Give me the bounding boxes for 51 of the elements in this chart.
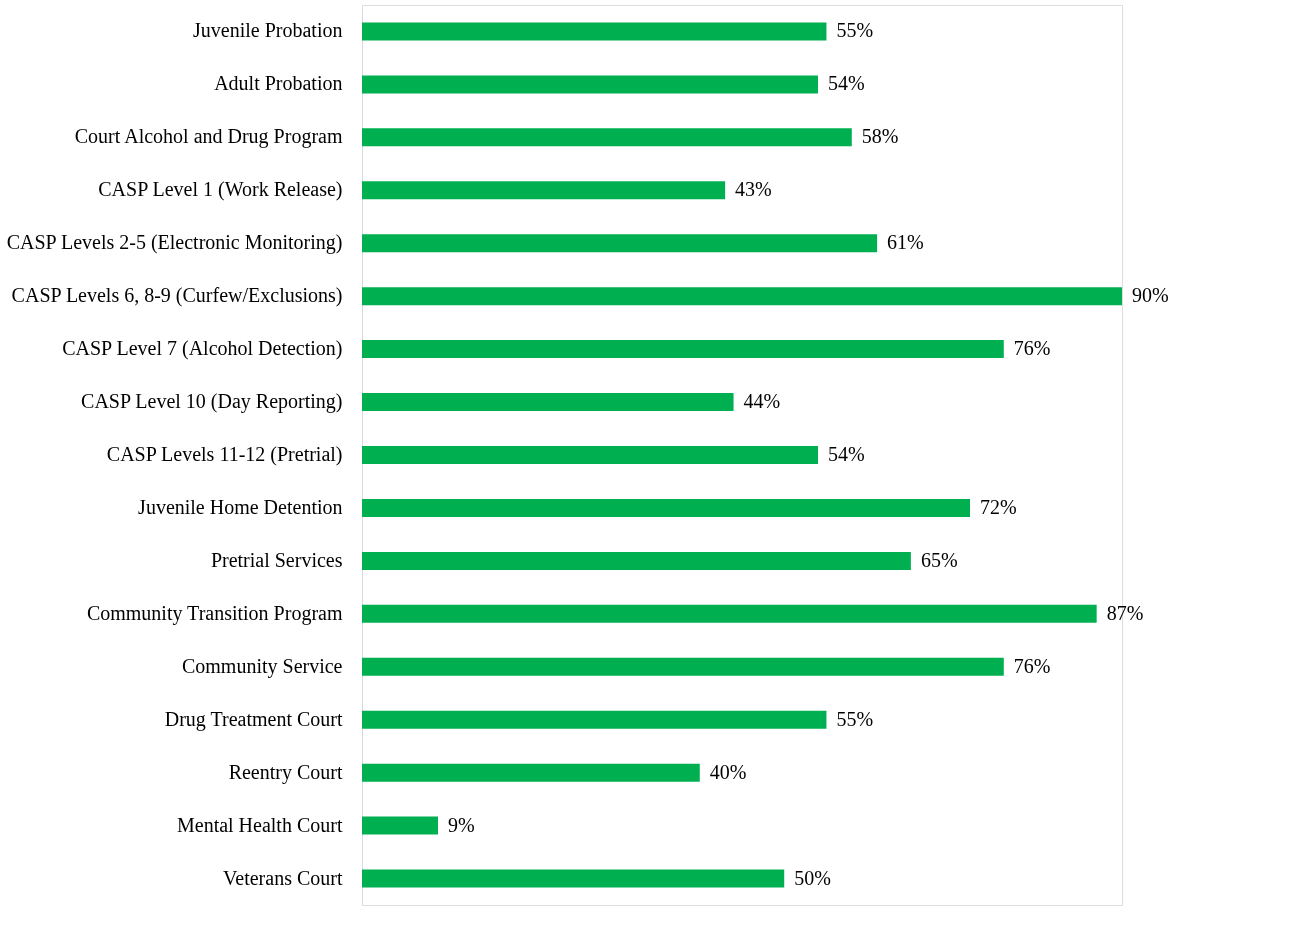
- bar: [362, 498, 970, 517]
- y-tick-label: Reentry Court: [228, 760, 343, 784]
- data-label: 61%: [887, 231, 924, 254]
- data-label: 55%: [836, 707, 874, 730]
- data-label: 54%: [828, 72, 865, 95]
- data-label: 40%: [709, 760, 747, 783]
- bar: [362, 763, 700, 782]
- data-label: 58%: [861, 125, 899, 148]
- y-tick-label: Juvenile Home Detention: [138, 495, 343, 518]
- y-tick-label: CASP Level 7 (Alcohol Detection): [62, 337, 343, 361]
- bar: [362, 287, 1122, 306]
- y-tick-label: Drug Treatment Court: [164, 707, 343, 731]
- bar: [362, 710, 827, 729]
- bar: [362, 340, 1004, 359]
- data-label: 55%: [836, 19, 874, 42]
- y-tick-label: CASP Level 10 (Day Reporting): [81, 390, 343, 414]
- data-label: 9%: [448, 813, 475, 836]
- y-tick-label: CASP Levels 6, 8-9 (Curfew/Exclusions): [11, 284, 343, 308]
- y-tick-label: CASP Level 1 (Work Release): [98, 178, 343, 202]
- bar: [362, 446, 818, 464]
- bar: [362, 393, 734, 412]
- bar: [362, 816, 438, 835]
- bar: [362, 657, 1004, 676]
- y-tick-label: Mental Health Court: [176, 813, 343, 836]
- y-tick-label: CASP Levels 2-5 (Electronic Monitoring): [6, 231, 343, 255]
- data-label: 90%: [1132, 284, 1169, 307]
- data-label: 76%: [1013, 337, 1051, 360]
- data-label: 43%: [735, 178, 772, 201]
- y-tick-label: CASP Levels 11-12 (Pretrial): [106, 443, 343, 466]
- y-tick-label: Adult Probation: [214, 72, 343, 95]
- y-tick-label: Veterans Court: [223, 866, 343, 889]
- bar: [362, 75, 818, 94]
- y-tick-label: Pretrial Services: [210, 548, 343, 571]
- data-label: 72%: [980, 495, 1017, 518]
- bar: [362, 604, 1097, 623]
- data-label: 54%: [828, 443, 865, 465]
- data-label: 44%: [743, 390, 781, 413]
- data-label: 76%: [1013, 654, 1051, 677]
- data-label: 50%: [794, 866, 831, 889]
- data-label: 65%: [920, 548, 958, 571]
- y-tick-label: Community Service: [181, 654, 343, 678]
- bar: [362, 22, 827, 41]
- bar: [362, 869, 785, 888]
- y-tick-label: Juvenile Probation: [193, 19, 343, 42]
- data-label: 87%: [1106, 601, 1144, 624]
- bar: [362, 181, 726, 200]
- bar: [362, 128, 852, 147]
- bar: [362, 551, 911, 570]
- y-tick-label: Court Alcohol and Drug Program: [74, 125, 343, 149]
- y-tick-label: Community Transition Program: [86, 601, 343, 625]
- bar: [362, 234, 878, 253]
